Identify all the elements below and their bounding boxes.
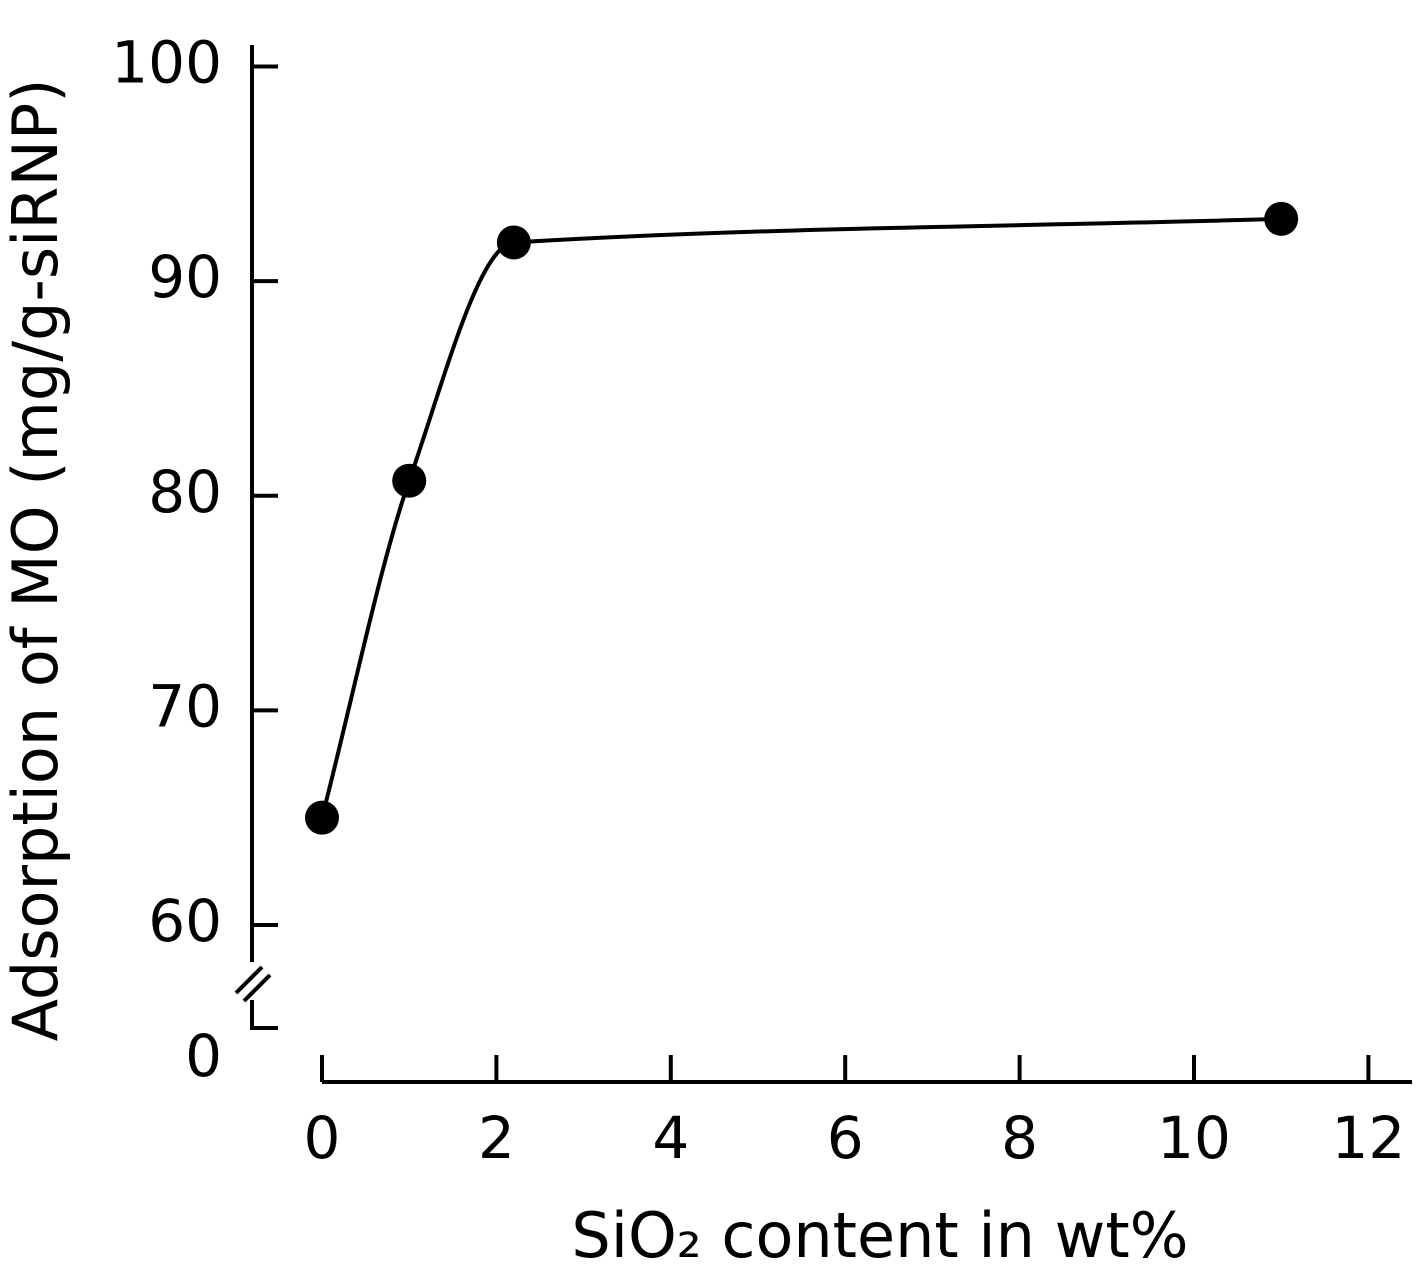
line (320, 216, 1282, 819)
y-tick-label: 80 (148, 458, 222, 526)
marker (496, 225, 531, 260)
x-tick-label: 0 (304, 1104, 341, 1172)
y-tick-label: 0 (185, 1022, 222, 1090)
y-axis-label: Adsorption of MO (mg/g-siRNP) (0, 79, 72, 1042)
x-tick-label: 12 (1331, 1104, 1405, 1172)
y-tick-label: 90 (148, 243, 222, 311)
y-tick-label: 70 (148, 672, 222, 740)
x-tick-label: 10 (1157, 1104, 1231, 1172)
marker (392, 463, 427, 498)
y-tick-label: 100 (111, 29, 222, 97)
marker (1264, 201, 1299, 236)
x-tick-label: 2 (478, 1104, 515, 1172)
marker (305, 800, 339, 835)
x-tick-label: 6 (827, 1104, 864, 1172)
x-tick-label: 8 (1001, 1104, 1038, 1172)
axis-break (242, 973, 272, 1003)
x-axis-label: SiO₂ content in wt% (571, 1199, 1188, 1272)
x-tick-label: 4 (652, 1104, 689, 1172)
axis-break (234, 965, 264, 995)
y-tick-label: 60 (148, 887, 222, 955)
